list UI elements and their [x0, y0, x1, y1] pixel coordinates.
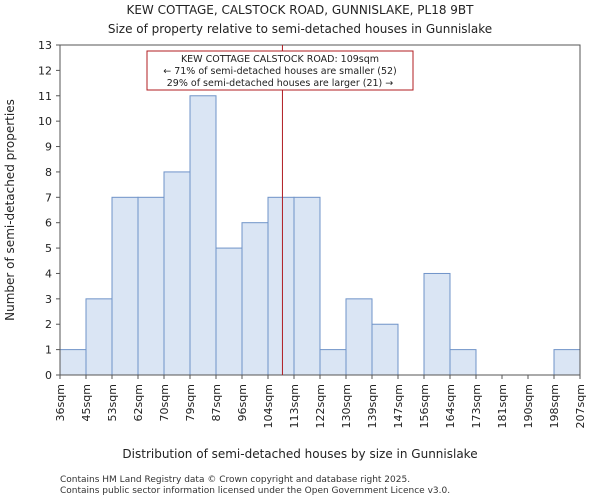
bar-156sqm [423, 272, 451, 376]
y-tick-label: 10 [38, 115, 52, 128]
x-tick-label: 104sqm [262, 384, 275, 428]
footer-line-2: Contains public sector information licen… [60, 486, 450, 496]
bar-122sqm [319, 349, 347, 376]
x-tick-label: 113sqm [288, 384, 301, 428]
chart-title: KEW COTTAGE, CALSTOCK ROAD, GUNNISLAKE, … [126, 3, 474, 17]
bar-164sqm [449, 349, 477, 376]
x-tick-label: 62sqm [132, 384, 145, 421]
y-tick-label: 3 [45, 293, 52, 306]
bar-53sqm [111, 196, 139, 376]
x-tick-label: 36sqm [54, 384, 67, 421]
bar-87sqm [215, 247, 243, 376]
x-tick-label: 181sqm [496, 384, 509, 428]
x-axis-label: Distribution of semi-detached houses by … [122, 447, 477, 461]
bar-36sqm [59, 349, 87, 376]
annotation-line-1: KEW COTTAGE CALSTOCK ROAD: 109sqm [181, 54, 379, 65]
bar-104sqm [267, 196, 295, 376]
y-tick-label: 2 [45, 318, 52, 331]
x-tick-label: 164sqm [444, 384, 457, 428]
x-tick-label: 130sqm [340, 384, 353, 428]
x-tick-label: 96sqm [236, 384, 249, 421]
y-tick-label: 4 [45, 267, 52, 280]
chart-subtitle: Size of property relative to semi-detach… [108, 22, 492, 36]
bar-70sqm [163, 171, 191, 376]
y-tick-label: 0 [45, 369, 52, 382]
footer-line-1: Contains HM Land Registry data © Crown c… [60, 475, 410, 485]
x-tick-label: 45sqm [80, 384, 93, 421]
y-tick-label: 6 [45, 217, 52, 230]
bar-198sqm [553, 349, 581, 376]
y-tick-label: 1 [45, 344, 52, 357]
x-tick-label: 87sqm [210, 384, 223, 421]
marker-annotation: KEW COTTAGE CALSTOCK ROAD: 109sqm ← 71% … [146, 50, 414, 91]
plot-area-border [59, 44, 581, 376]
y-tick-label: 11 [38, 90, 52, 103]
x-tick-label: 173sqm [470, 384, 483, 428]
bar-79sqm [189, 95, 217, 376]
x-tick-label: 147sqm [392, 384, 405, 428]
y-tick-label: 12 [38, 64, 52, 77]
x-axis-ticks: 36sqm 45sqm 53sqm 62sqm 70sqm 79sqm 87sqm 96sqm… [54, 375, 587, 428]
x-tick-label: 207sqm [574, 384, 587, 428]
y-tick-label: 5 [45, 242, 52, 255]
bar-62sqm [137, 196, 165, 376]
bar-139sqm [371, 323, 399, 376]
x-tick-label: 53sqm [106, 384, 119, 421]
annotation-line-2: ← 71% of semi-detached houses are smalle… [163, 66, 397, 77]
annotation-box [146, 50, 414, 91]
x-tick-label: 139sqm [366, 384, 379, 428]
x-tick-label: 79sqm [184, 384, 197, 421]
y-axis-label: Number of semi-detached properties [3, 99, 17, 321]
y-tick-label: 8 [45, 166, 52, 179]
bar-96sqm [241, 222, 269, 376]
bar-113sqm [293, 196, 321, 376]
y-tick-label: 7 [45, 191, 52, 204]
annotation-line-3: 29% of semi-detached houses are larger (… [167, 78, 394, 89]
bar-45sqm [85, 298, 113, 376]
x-tick-label: 198sqm [548, 384, 561, 428]
x-tick-label: 190sqm [522, 384, 535, 428]
y-tick-label: 13 [38, 39, 52, 52]
bar-130sqm [345, 298, 373, 376]
bars-group [59, 95, 581, 376]
x-tick-label: 156sqm [418, 384, 431, 428]
x-tick-label: 70sqm [158, 384, 171, 421]
y-tick-label: 9 [45, 141, 52, 154]
x-tick-label: 122sqm [314, 384, 327, 428]
